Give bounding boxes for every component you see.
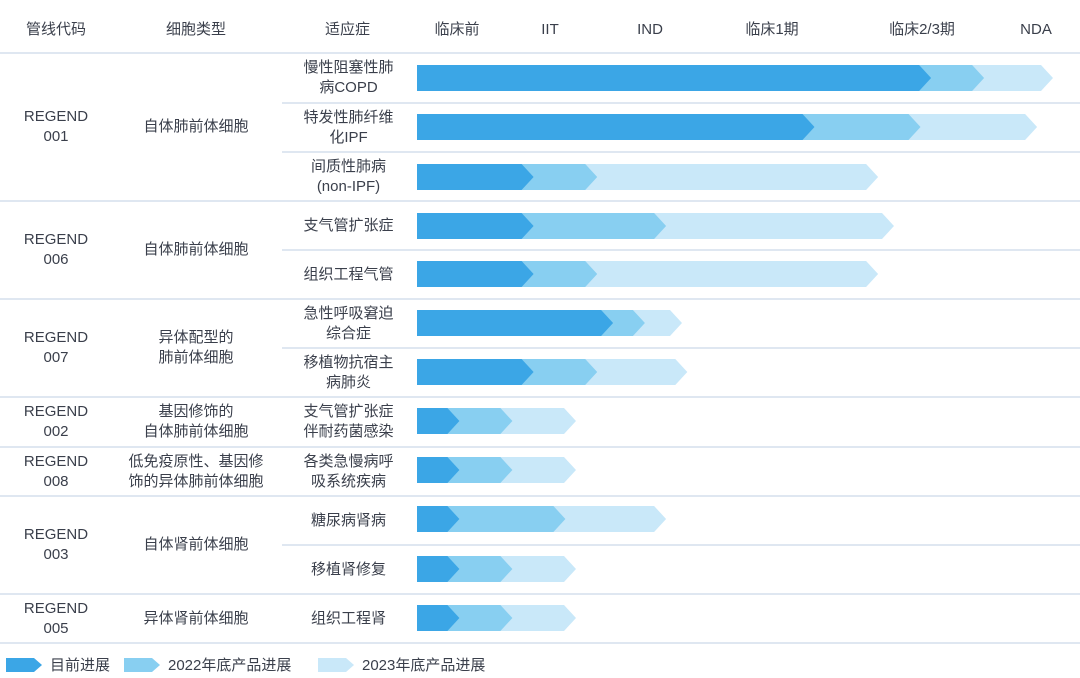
legend-2023-label: 2023年底产品进展 — [362, 657, 486, 674]
rule — [282, 544, 1080, 546]
program-code: REGEND 002 — [23, 403, 89, 440]
rule — [282, 347, 1080, 349]
header-stage-phase1: 临床1期 — [745, 21, 799, 38]
bar-current — [417, 164, 534, 190]
bar-current — [417, 457, 460, 483]
program-code: REGEND 001 — [23, 108, 89, 145]
rule — [0, 52, 1080, 54]
bar-current — [417, 556, 460, 582]
bar-current — [417, 65, 932, 91]
indication-label: 糖尿病肾病 — [310, 511, 386, 529]
header-stage-ind: IND — [637, 21, 663, 38]
rule — [282, 102, 1080, 104]
header-stage-nda: NDA — [1020, 21, 1052, 38]
header-stage-preclinical: 临床前 — [434, 21, 480, 38]
program-code: REGEND 007 — [23, 329, 89, 366]
header-stage-phase23: 临床2/3期 — [889, 21, 955, 38]
indication-label: 组织工程气管 — [303, 265, 394, 283]
legend-2023-swatch — [318, 657, 354, 672]
header-stage-iit: IIT — [541, 21, 559, 38]
program-code: REGEND 006 — [23, 231, 89, 268]
indication-label: 移植物抗宿主 病肺炎 — [303, 353, 394, 391]
bar-2022 — [417, 506, 566, 532]
rule — [282, 151, 1080, 153]
bar-current — [417, 310, 614, 336]
program-cell-type: 自体肺前体细胞 — [143, 118, 249, 135]
indication-label: 慢性阻塞性肺 病COPD — [303, 59, 394, 96]
legend-current: 目前进展 — [6, 654, 110, 675]
program-cell-type: 自体肾前体细胞 — [143, 536, 249, 553]
rule — [0, 495, 1080, 497]
legend-2022-swatch — [124, 657, 160, 672]
bar-current — [417, 114, 815, 140]
bar-current — [417, 359, 534, 385]
indication-label: 支气管扩张症 — [303, 216, 394, 234]
program-cell-type: 基因修饰的 自体肺前体细胞 — [143, 403, 249, 440]
program-code: REGEND 008 — [23, 452, 89, 490]
bar-current — [417, 408, 460, 434]
legend-current-label: 目前进展 — [50, 657, 111, 674]
indication-label: 支气管扩张症 伴耐药菌感染 — [303, 403, 394, 440]
legend-2023: 2023年底产品进展 — [318, 654, 485, 675]
program-cell-type: 异体肾前体细胞 — [143, 609, 249, 627]
rule — [0, 298, 1080, 300]
program-cell-type: 自体肺前体细胞 — [143, 241, 249, 258]
bar-current — [417, 261, 534, 287]
indication-label: 组织工程肾 — [310, 609, 386, 627]
program-cell-type: 异体配型的 肺前体细胞 — [158, 329, 234, 366]
rule — [0, 642, 1080, 644]
rule — [0, 396, 1080, 398]
rule — [0, 200, 1080, 202]
bar-current — [417, 605, 460, 631]
indication-label: 各类急慢病呼 吸系统疾病 — [303, 452, 394, 490]
legend-2022-label: 2022年底产品进展 — [168, 657, 292, 674]
program-cell-type: 低免疫原性、基因修 饰的异体肺前体细胞 — [128, 452, 264, 490]
rule — [0, 446, 1080, 448]
header-code: 管线代码 — [25, 21, 86, 38]
bar-current — [417, 213, 534, 239]
program-code: REGEND 005 — [23, 599, 89, 637]
rule — [282, 249, 1080, 251]
header-cell-type: 细胞类型 — [165, 21, 226, 38]
indication-label: 间质性肺病 (non-IPF) — [310, 157, 386, 195]
indication-label: 急性呼吸窘迫 综合症 — [303, 304, 394, 342]
legend-2022: 2022年底产品进展 — [124, 654, 291, 675]
bar-current — [417, 506, 460, 532]
program-code: REGEND 003 — [23, 526, 89, 563]
legend-current-swatch — [6, 657, 42, 672]
rule — [0, 593, 1080, 595]
indication-label: 移植肾修复 — [310, 560, 386, 578]
header-indication: 适应症 — [324, 21, 370, 38]
indication-label: 特发性肺纤维 化IPF — [303, 108, 394, 146]
